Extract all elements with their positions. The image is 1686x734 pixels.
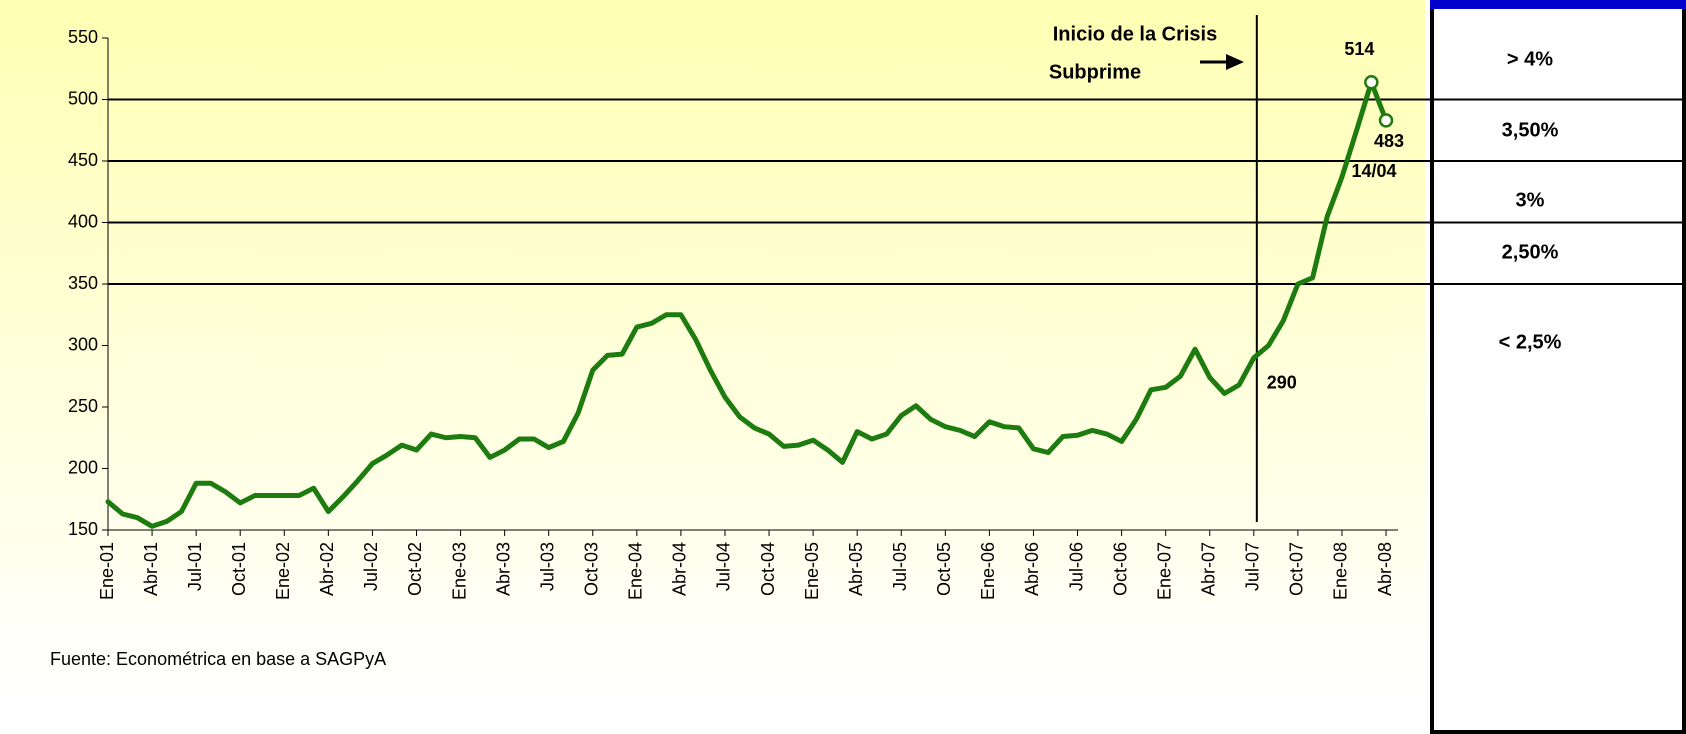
y-tick-label: 200 <box>68 457 98 477</box>
y-tick-label: 450 <box>68 150 98 170</box>
y-tick-label: 250 <box>68 396 98 416</box>
x-tick-label: Jul-05 <box>890 542 910 591</box>
x-tick-label: Oct-05 <box>934 542 954 596</box>
x-tick-label: Ene-05 <box>802 542 822 600</box>
band-label: 2,50% <box>1502 241 1559 263</box>
x-tick-label: Abr-03 <box>493 542 513 596</box>
band-label: 3% <box>1516 189 1545 211</box>
event-label: Subprime <box>1049 61 1141 83</box>
x-tick-label: Oct-02 <box>405 542 425 596</box>
y-tick-label: 400 <box>68 211 98 231</box>
band-panel <box>1430 0 1686 734</box>
series-line <box>105 79 1389 529</box>
x-tick-label: Ene-02 <box>273 542 293 600</box>
x-tick-label: Jul-02 <box>361 542 381 591</box>
x-tick-label: Abr-08 <box>1375 542 1395 596</box>
x-tick-label: Jul-07 <box>1243 542 1263 591</box>
x-tick-label: Abr-05 <box>846 542 866 596</box>
x-tick-label: Oct-04 <box>758 542 778 596</box>
data-label: 483 <box>1374 131 1404 151</box>
x-tick-label: Ene-06 <box>978 542 998 600</box>
x-tick-label: Abr-02 <box>317 542 337 596</box>
band-label: < 2,5% <box>1499 331 1562 353</box>
band-label: > 4% <box>1507 48 1553 70</box>
data-label: 290 <box>1267 373 1297 393</box>
data-label: 514 <box>1344 39 1374 59</box>
x-tick-label: Abr-07 <box>1199 542 1219 596</box>
plot-background <box>0 0 1425 700</box>
x-tick-label: Ene-08 <box>1331 542 1351 600</box>
y-tick-label: 550 <box>68 27 98 47</box>
source: Fuente: Econométrica en base a SAGPyA <box>50 649 386 669</box>
y-tick-label: 350 <box>68 273 98 293</box>
y-tick-label: 150 <box>68 519 98 539</box>
y-tick-label: 500 <box>68 88 98 108</box>
x-tick-label: Oct-03 <box>582 542 602 596</box>
x-tick-label: Jul-01 <box>185 542 205 591</box>
event-arrowhead <box>1226 54 1244 70</box>
x-tick-label: Abr-06 <box>1022 542 1042 596</box>
x-tick-label: Oct-01 <box>229 542 249 596</box>
panel-header <box>1430 0 1686 9</box>
point-marker <box>1378 113 1394 128</box>
x-tick-label: Abr-04 <box>670 542 690 596</box>
x-tick-label: Ene-07 <box>1154 542 1174 600</box>
date-note: 14/04 <box>1352 161 1397 181</box>
x-tick-label: Jul-04 <box>714 542 734 591</box>
x-tick-label: Abr-01 <box>141 542 161 596</box>
event-label: Inicio de la Crisis <box>1053 23 1218 45</box>
x-tick-label: Jul-06 <box>1066 542 1086 591</box>
band-label: 3,50% <box>1502 119 1559 141</box>
x-tick-label: Ene-03 <box>449 542 469 600</box>
y-tick-label: 300 <box>68 334 98 354</box>
x-tick-label: Jul-03 <box>537 542 557 591</box>
x-tick-label: Oct-07 <box>1287 542 1307 596</box>
point-marker <box>1364 75 1379 90</box>
x-tick-label: Ene-01 <box>97 542 117 600</box>
x-tick-label: Oct-06 <box>1110 542 1130 596</box>
x-tick-label: Ene-04 <box>626 542 646 600</box>
